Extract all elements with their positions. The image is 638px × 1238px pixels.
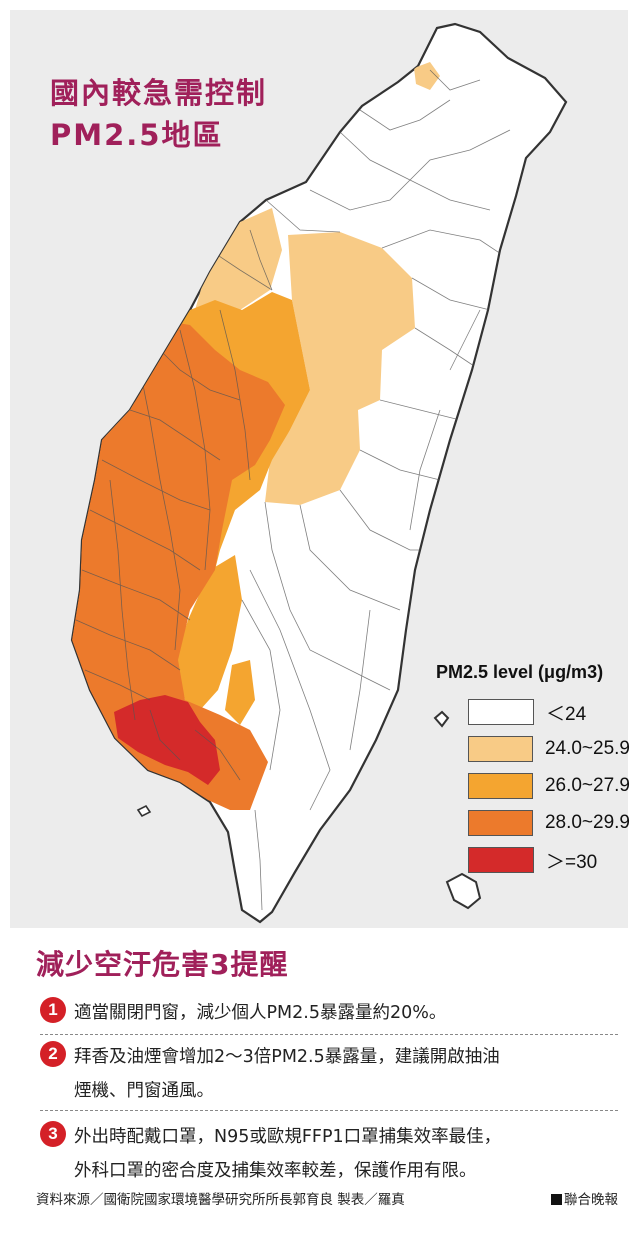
legend-label: ＞=30 — [546, 851, 598, 873]
legend-swatch — [468, 773, 533, 799]
tip-number-badge: 2 — [40, 1041, 66, 1067]
legend-item: ＜24 — [430, 697, 630, 727]
zone-24-25.9-northwest — [195, 208, 282, 315]
legend-item: 24.0~25.9 — [430, 734, 630, 764]
map-title: 國內較急需控制 PM2.5地區 — [50, 72, 267, 156]
legend-title: PM2.5 level (μg/m3) — [436, 662, 604, 682]
legend-swatch — [468, 810, 533, 836]
legend-label: ＜24 — [546, 703, 587, 725]
footer: 資料來源／國衛院國家環境醫學研究所所長郭育良 製表／羅真 聯合晚報 — [36, 1188, 618, 1208]
legend-item: 26.0~27.9 — [430, 771, 630, 801]
map-title-line1: 國內較急需控制 — [50, 76, 268, 110]
taiwan-pm25-map — [70, 22, 568, 924]
legend-swatch — [468, 699, 534, 725]
tip-divider — [40, 1034, 618, 1035]
map-panel: 國內較急需控制 PM2.5地區 PM2.5 level (μg/m3) ＜24 … — [10, 10, 630, 928]
legend-swatch — [468, 736, 533, 762]
zone-24-25.9-north — [414, 62, 440, 90]
legend: PM2.5 level (μg/m3) ＜24 24.0~25.9 26.0~2… — [430, 662, 630, 882]
zone-24-25.9-central — [265, 232, 415, 505]
tip-number-badge: 1 — [40, 997, 66, 1023]
legend-label: 28.0~29.9 — [544, 812, 630, 833]
zone-30-plus — [114, 695, 220, 785]
square-icon — [551, 1194, 562, 1205]
tip-text: 拜香及油煙會增加2～3倍PM2.5暴露量，建議開啟抽油 煙機、門窗通風。 — [74, 1047, 500, 1101]
publisher-name: 聯合晚報 — [564, 1192, 618, 1208]
tip-divider — [40, 1110, 618, 1111]
zone-26-27.9-south — [175, 555, 242, 710]
orchid-island — [445, 872, 482, 910]
legend-item: ＞=30 — [430, 845, 630, 875]
tip-text: 外出時配戴口罩，N95或歐規FFP1口罩捕集效率最佳， 外科口罩的密合度及捕集效… — [74, 1127, 502, 1181]
tip-text: 適當關閉門窗，減少個人PM2.5暴露量約20%。 — [74, 1003, 447, 1023]
map-title-line2: PM2.5地區 — [50, 118, 224, 152]
publisher-credit: 聯合晚報 — [551, 1188, 618, 1208]
legend-item: 28.0~29.9 — [430, 808, 630, 838]
liuqiu-island — [136, 804, 152, 818]
tip-number-badge: 3 — [40, 1121, 66, 1147]
tips-title: 減少空汙危害3提醒 — [36, 948, 289, 981]
green-island — [433, 710, 450, 728]
legend-swatch — [468, 847, 534, 873]
zone-26-27.9-east — [225, 660, 255, 725]
legend-label: 24.0~25.9 — [544, 738, 630, 759]
district-boundaries — [75, 69, 511, 911]
legend-label: 26.0~27.9 — [544, 775, 630, 796]
source-credit: 資料來源／國衛院國家環境醫學研究所所長郭育良 製表／羅真 — [36, 1192, 405, 1208]
